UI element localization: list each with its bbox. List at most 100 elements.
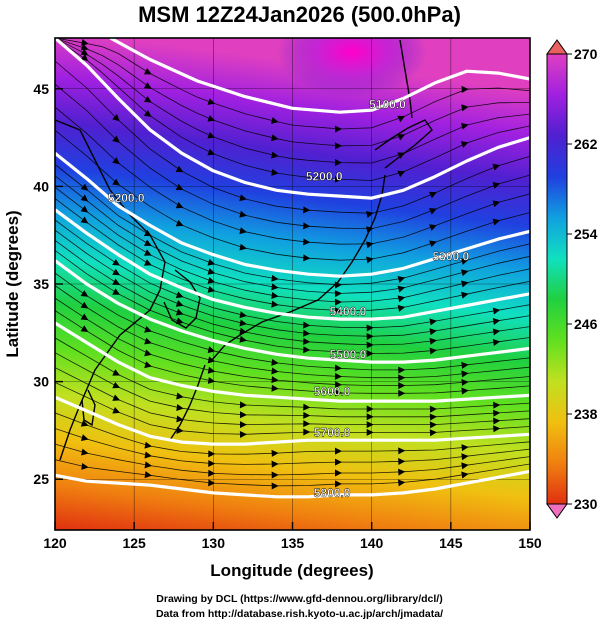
wind-arrow	[429, 347, 437, 355]
wind-arrow	[239, 421, 247, 429]
wind-arrow	[239, 194, 247, 202]
wind-arrow	[144, 471, 152, 479]
streamline	[55, 443, 530, 476]
wind-arrow	[429, 337, 437, 345]
contour-label: 5400.0	[330, 304, 367, 318]
contour-line	[55, 469, 530, 499]
contour-label: 5500.0	[330, 347, 367, 361]
wind-arrow	[144, 361, 152, 369]
colorbar-ticks: 230 238 246 254 262 270	[567, 46, 598, 512]
wind-arrow	[334, 389, 342, 397]
wind-arrow	[271, 358, 279, 366]
x-axis-ticks: 120 125 130 135 140 145 150	[43, 522, 542, 551]
wind-arrow	[334, 307, 342, 315]
coastline-japan	[211, 174, 386, 361]
colorbar-bottom-arrow	[546, 503, 568, 519]
wind-arrow	[493, 401, 501, 409]
y-tick-label: 35	[33, 276, 49, 292]
streamline	[55, 285, 530, 379]
wind-arrow	[143, 82, 152, 89]
wind-arrow	[303, 238, 311, 246]
contour-label: 5800.0	[314, 486, 351, 500]
wind-arrow	[366, 413, 374, 421]
wind-arrow	[175, 300, 184, 307]
wind-arrow	[460, 141, 469, 148]
x-tick-label: 135	[281, 535, 305, 551]
wind-arrow	[335, 469, 342, 477]
wind-arrow	[176, 404, 184, 411]
streamline	[55, 186, 530, 303]
streamline	[55, 60, 530, 214]
x-axis-label: Longitude (degrees)	[210, 561, 373, 580]
wind-arrow	[80, 216, 89, 224]
wind-arrow	[397, 304, 406, 312]
wind-arrow	[303, 206, 311, 214]
wind-arrow	[397, 285, 406, 293]
wind-arrow	[460, 269, 469, 277]
wind-arrow	[80, 313, 89, 321]
wind-arrow	[80, 194, 89, 202]
wind-arrow	[492, 328, 501, 336]
wind-arrow	[175, 201, 184, 209]
wind-arrow	[366, 256, 374, 264]
wind-arrow	[208, 450, 216, 458]
wind-arrow	[144, 441, 152, 449]
wind-arrow	[207, 377, 216, 384]
wind-arrow	[80, 301, 89, 309]
wind-arrow	[366, 405, 374, 413]
chart-title: MSM 12Z24Jan2026 (500.0hPa)	[138, 2, 461, 27]
streamline	[55, 297, 530, 386]
wind-arrow	[207, 98, 216, 105]
wind-arrow	[112, 178, 120, 186]
wind-arrow	[366, 226, 374, 234]
wind-arrow	[112, 288, 121, 295]
y-tick-label: 30	[33, 374, 49, 390]
wind-arrow	[271, 471, 279, 479]
wind-arrow	[335, 480, 342, 488]
colorbar-tick-label: 270	[574, 46, 598, 62]
wind-arrow	[175, 291, 184, 299]
wind-arrow	[271, 460, 279, 468]
wind-arrow	[144, 451, 152, 459]
wind-arrow	[80, 325, 89, 332]
wind-arrow	[334, 372, 342, 380]
wind-arrow	[303, 346, 311, 354]
wind-arrow	[271, 168, 279, 176]
wind-arrow	[334, 364, 342, 372]
wind-arrow	[303, 329, 311, 337]
streamline	[55, 428, 530, 465]
contour-label: 5700.0	[314, 425, 351, 439]
colorbar-tick-label: 262	[574, 136, 598, 152]
wind-arrow	[80, 54, 89, 62]
contour-label: 5600.0	[314, 384, 351, 398]
colorbar: 230 238 246 254 262 270	[546, 39, 598, 519]
wind-arrow	[112, 278, 121, 285]
contour-line	[55, 321, 530, 403]
plot-area: 5100.0 5200.0 5200.0 5300.0 5400.0 5500.0 5600…	[55, 38, 530, 530]
wind-arrow	[143, 95, 152, 103]
contour-line	[55, 395, 530, 446]
wind-arrow	[366, 324, 374, 332]
contour-line	[55, 151, 530, 278]
streamline	[55, 106, 530, 245]
wind-arrow	[303, 254, 311, 262]
wind-arrow	[208, 479, 216, 487]
wind-arrow	[175, 165, 184, 173]
contour-label: 5100.0	[369, 97, 406, 111]
data-source-credit: Data from http://database.rish.kyoto-u.a…	[155, 608, 444, 620]
wind-arrow	[429, 328, 437, 336]
streamline	[55, 412, 530, 455]
wind-arrow	[334, 381, 342, 389]
wind-arrow	[492, 200, 501, 208]
wind-arrow	[112, 135, 120, 143]
wind-arrow	[398, 382, 406, 390]
wind-arrow	[144, 325, 152, 333]
wind-arrow	[303, 222, 311, 230]
wind-arrow	[271, 376, 279, 384]
wind-arrow	[271, 283, 279, 291]
x-tick-label: 150	[518, 535, 542, 551]
wind-arrow	[366, 241, 374, 249]
wind-arrow	[207, 366, 216, 374]
wind-arrow	[429, 240, 437, 248]
streamline	[55, 272, 530, 371]
